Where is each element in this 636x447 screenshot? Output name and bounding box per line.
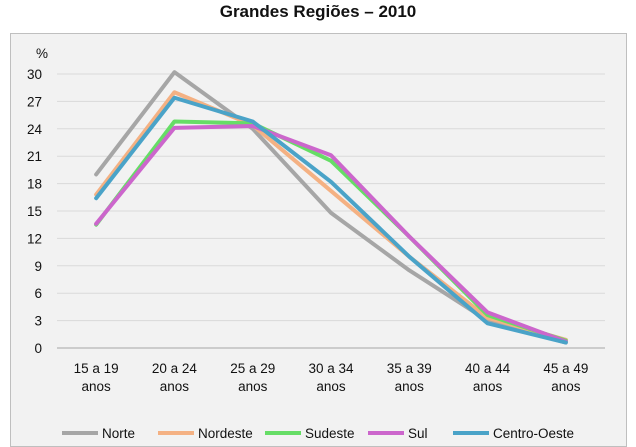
series-line-norte [96, 72, 566, 342]
y-tick-label: 24 [27, 122, 43, 137]
y-tick-label: 18 [27, 177, 42, 192]
legend-label: Sudeste [305, 426, 355, 441]
y-tick-label: 0 [34, 341, 42, 356]
series-line-sul [96, 126, 566, 342]
y-tick-label: 3 [34, 314, 42, 329]
y-tick-label: 12 [27, 231, 42, 246]
y-tick-label: 27 [27, 94, 42, 109]
y-tick-label: 15 [27, 204, 42, 219]
y-axis-label: % [36, 46, 48, 61]
legend-label: Norte [102, 426, 135, 441]
legend-label: Centro-Oeste [493, 426, 574, 441]
y-tick-label: 6 [34, 286, 42, 301]
legend: Norte Nordeste Sudeste Sul Centro-Oeste [62, 426, 574, 441]
y-tick-label: 30 [27, 67, 42, 82]
legend-label: Sul [408, 426, 428, 441]
y-tick-label: 9 [34, 259, 42, 274]
y-tick-label: 21 [27, 149, 42, 164]
series-layer [96, 72, 566, 343]
legend-label: Nordeste [198, 426, 253, 441]
